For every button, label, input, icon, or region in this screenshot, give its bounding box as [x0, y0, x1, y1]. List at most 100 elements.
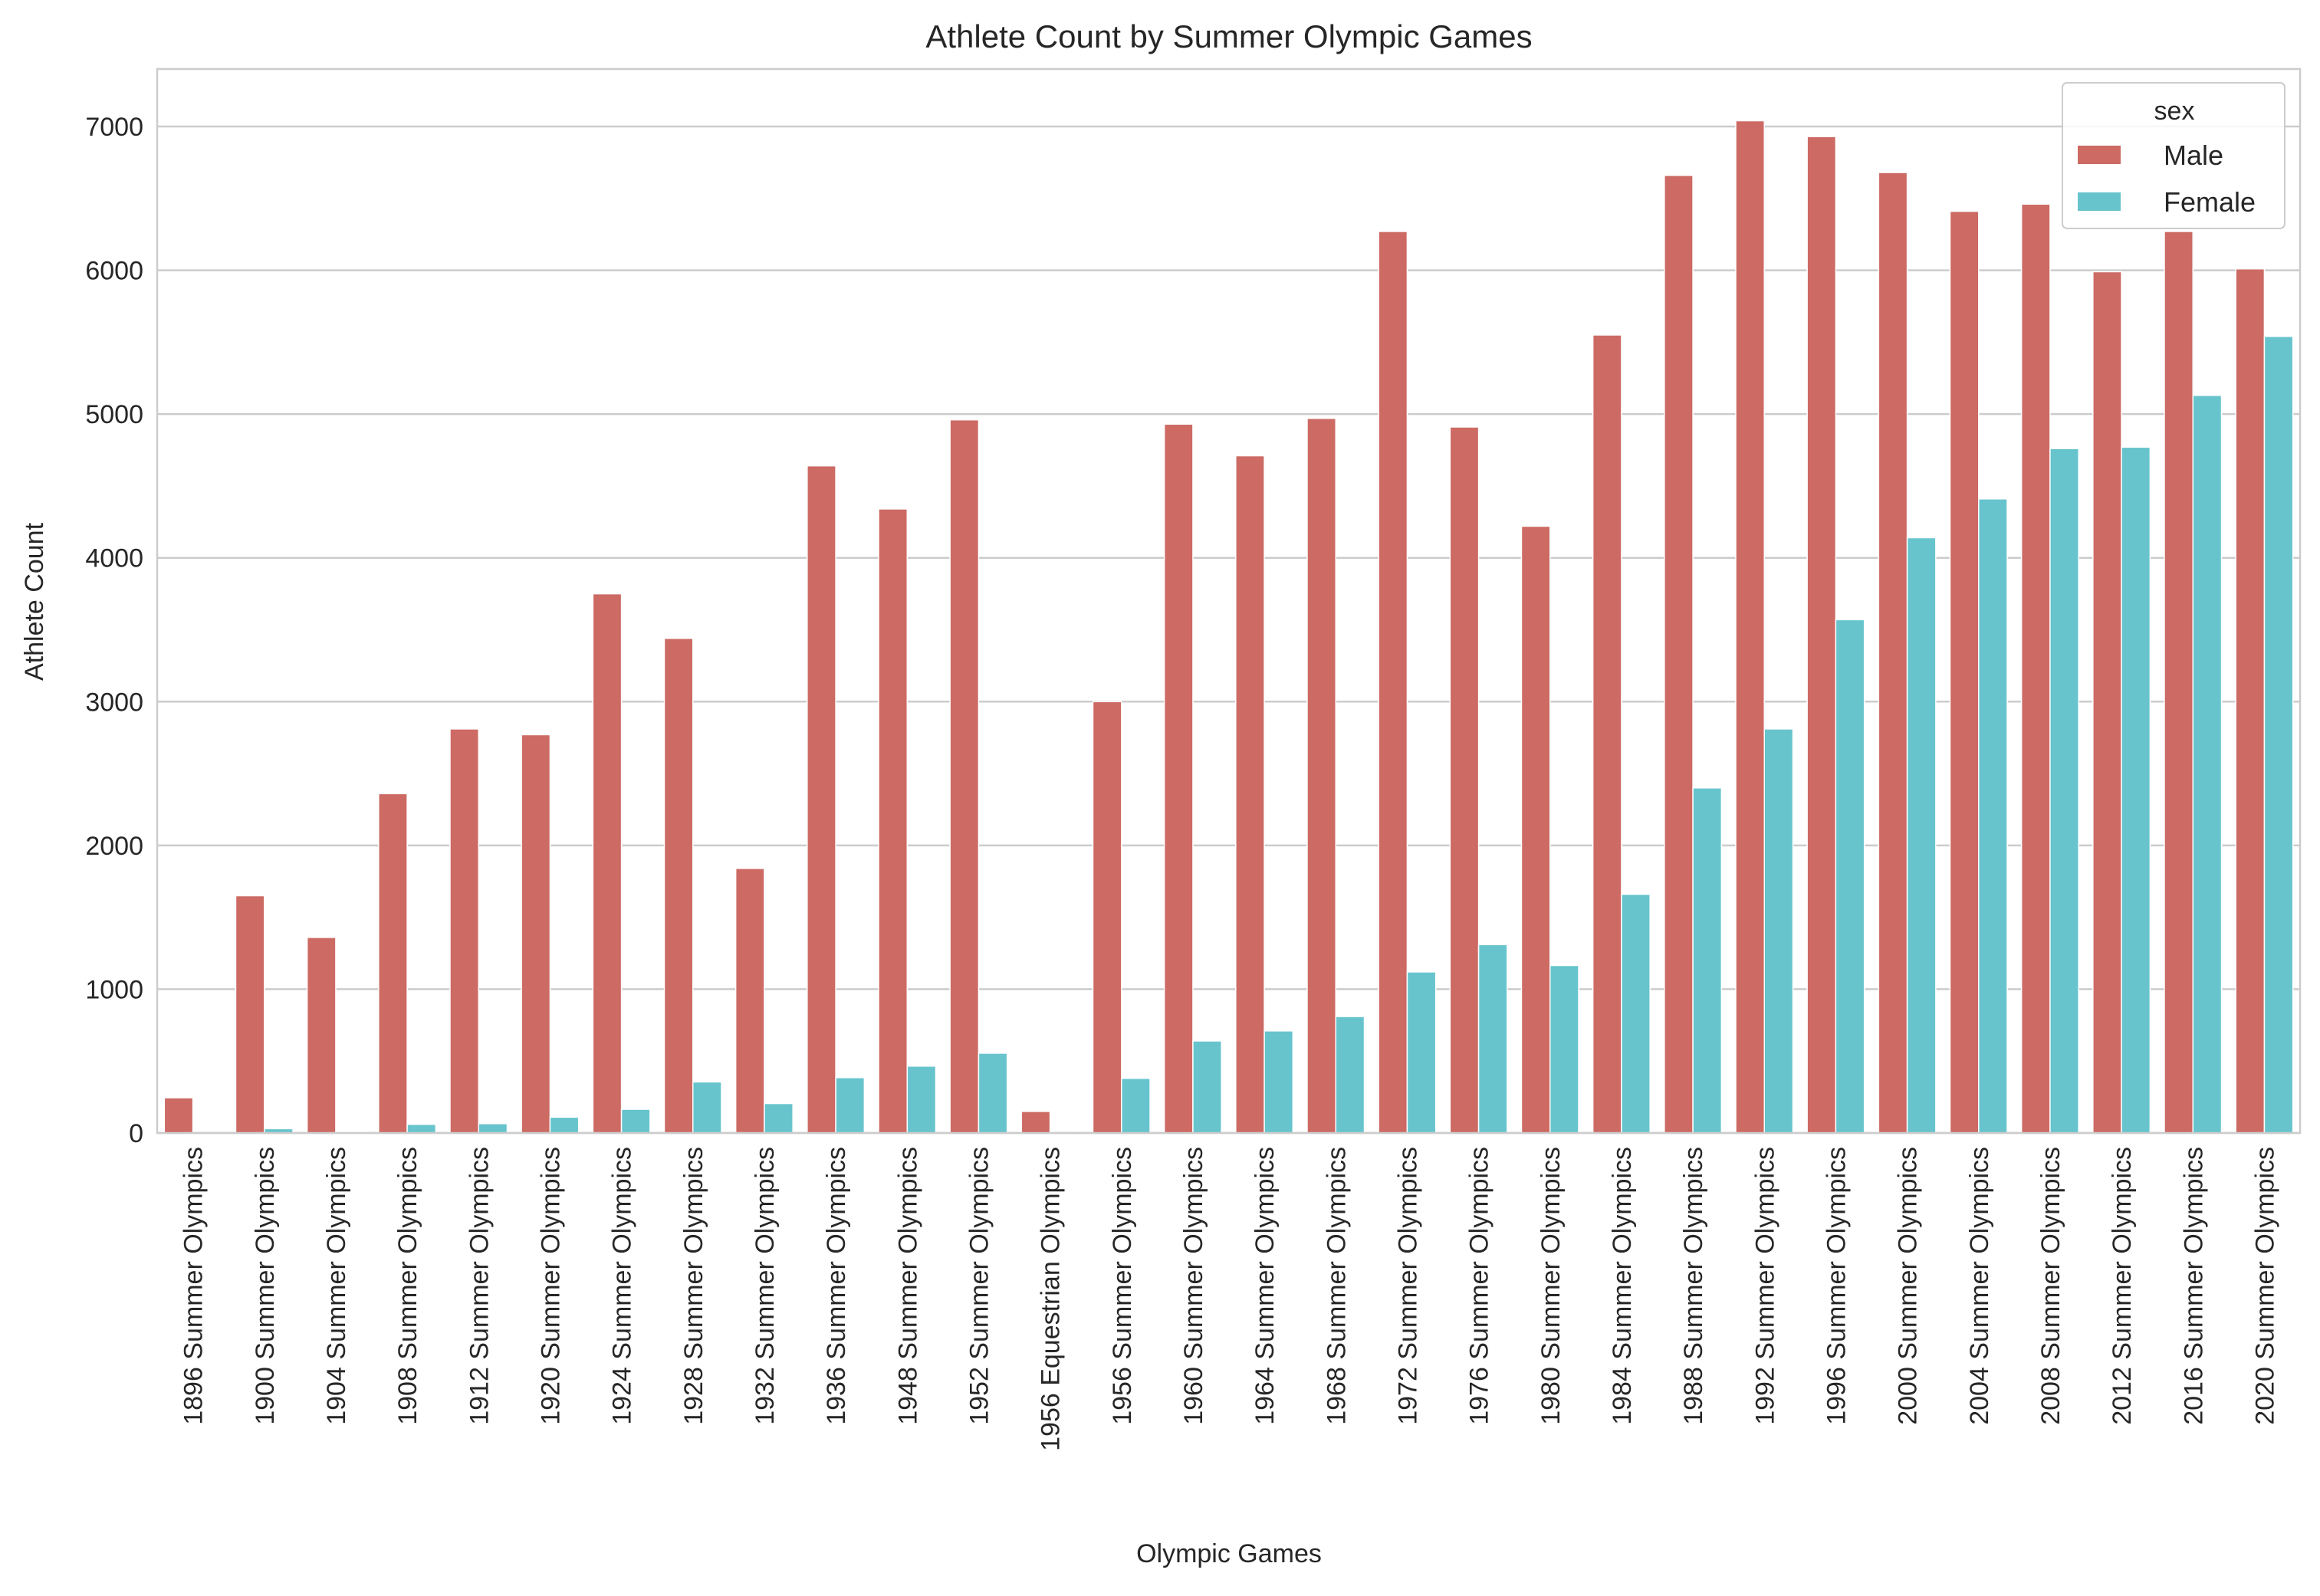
bar-male-11 [949, 419, 980, 1134]
bar-male-20 [1592, 334, 1622, 1134]
bar-female-8 [764, 1102, 794, 1134]
bar-male-27 [2092, 271, 2122, 1134]
bar-female-28 [2192, 395, 2223, 1134]
bar-male-6 [592, 593, 623, 1134]
bar-female-29 [2263, 336, 2294, 1134]
bar-male-8 [734, 868, 765, 1134]
bar-female-7 [692, 1081, 722, 1134]
y-tick-label-0: 0 [129, 1119, 143, 1148]
chart-title: Athlete Count by Summer Olympic Games [925, 18, 1532, 54]
x-tick-label: 1992 Summer Olympics [1750, 1147, 1779, 1425]
bar-female-23 [1835, 619, 1865, 1134]
bar-female-17 [1406, 971, 1437, 1134]
bar-female-14 [1192, 1040, 1222, 1134]
x-tick-label: 1912 Summer Olympics [465, 1147, 494, 1425]
x-tick-label: 1980 Summer Olympics [1536, 1147, 1566, 1425]
bar-female-13 [1121, 1077, 1151, 1134]
legend-label-female: Female [2164, 186, 2256, 218]
y-tick-label-6000: 6000 [85, 257, 143, 286]
bar-male-5 [521, 734, 551, 1134]
bar-female-18 [1477, 944, 1508, 1134]
x-tick-label: 1988 Summer Olympics [1679, 1147, 1708, 1425]
bar-male-18 [1449, 426, 1480, 1134]
bar-male-2 [306, 937, 337, 1134]
x-tick-label: 2008 Summer Olympics [2036, 1147, 2065, 1425]
x-tick-label: 2012 Summer Olympics [2108, 1147, 2137, 1425]
bar-male-29 [2235, 268, 2266, 1134]
bar-female-25 [1978, 498, 2008, 1134]
bar-female-9 [835, 1077, 866, 1134]
y-tick-label-2000: 2000 [85, 832, 143, 861]
bar-female-26 [2049, 448, 2079, 1134]
bar-male-23 [1806, 136, 1837, 1134]
x-tick-label: 1964 Summer Olympics [1250, 1147, 1280, 1425]
bar-female-15 [1264, 1030, 1294, 1134]
bar-male-22 [1735, 120, 1766, 1134]
x-tick-label: 1952 Summer Olympics [964, 1147, 994, 1425]
x-tick-label: 1972 Summer Olympics [1393, 1147, 1422, 1425]
bar-female-21 [1692, 787, 1723, 1134]
x-tick-label: 1924 Summer Olympics [608, 1147, 637, 1425]
bar-male-7 [663, 638, 694, 1134]
bar-female-16 [1335, 1016, 1365, 1134]
bar-male-10 [878, 508, 908, 1134]
bar-male-26 [2020, 203, 2051, 1134]
bar-male-16 [1306, 418, 1336, 1134]
x-tick-label: 2004 Summer Olympics [1965, 1147, 1994, 1425]
x-tick-label: 1984 Summer Olympics [1608, 1147, 1637, 1425]
y-tick-label-4000: 4000 [85, 544, 143, 573]
x-tick-label: 1936 Summer Olympics [822, 1147, 851, 1425]
x-tick-label: 2020 Summer Olympics [2250, 1147, 2279, 1425]
legend-box [2062, 82, 2285, 229]
x-tick-label: 2000 Summer Olympics [1894, 1147, 1923, 1425]
x-tick-label: 2016 Summer Olympics [2179, 1147, 2208, 1425]
x-tick-label: 1948 Summer Olympics [893, 1147, 922, 1425]
bar-female-4 [478, 1123, 508, 1134]
x-tick-label: 1932 Summer Olympics [751, 1147, 780, 1425]
bar-female-3 [406, 1123, 437, 1134]
x-tick-label: 1920 Summer Olympics [536, 1147, 565, 1425]
y-tick-label-1000: 1000 [85, 975, 143, 1004]
bar-male-9 [807, 465, 836, 1134]
bar-male-0 [163, 1097, 194, 1134]
x-tick-label: 1960 Summer Olympics [1179, 1147, 1208, 1425]
plot-frame [156, 67, 2302, 1135]
x-tick-label: 1968 Summer Olympics [1322, 1147, 1351, 1425]
x-tick-label: 1896 Summer Olympics [179, 1147, 209, 1425]
legend-label-male: Male [2164, 140, 2223, 171]
x-tick-label: 1976 Summer Olympics [1465, 1147, 1494, 1425]
x-tick-label: 1956 Summer Olympics [1108, 1147, 1137, 1425]
x-tick-label: 1904 Summer Olympics [322, 1147, 351, 1425]
bar-female-11 [978, 1053, 1008, 1134]
legend-swatch-female [2078, 192, 2121, 211]
bar-male-4 [449, 728, 480, 1134]
y-tick-label-7000: 7000 [85, 113, 143, 142]
bar-male-12 [1020, 1111, 1051, 1134]
bar-female-22 [1763, 728, 1794, 1134]
bar-male-15 [1235, 455, 1265, 1134]
bar-male-3 [378, 793, 408, 1134]
y-tick-label-3000: 3000 [85, 688, 143, 717]
bar-female-20 [1621, 893, 1651, 1134]
y-tick-label-5000: 5000 [85, 400, 143, 429]
bar-male-19 [1520, 525, 1551, 1134]
bar-female-27 [2121, 446, 2151, 1134]
bar-male-13 [1092, 701, 1122, 1134]
x-tick-label: 1956 Equestrian Olympics [1037, 1147, 1066, 1451]
x-tick-labels: 1896 Summer Olympics 1900 Summer Olympics… [179, 1147, 2280, 1451]
y-tick-labels: 0 1000 2000 3000 4000 5000 6000 7000 [85, 113, 143, 1148]
bar-male-1 [235, 895, 265, 1134]
x-axis-label: Olympic Games [1136, 1539, 1322, 1568]
legend: sex Male Female [2062, 82, 2285, 229]
x-tick-label: 1928 Summer Olympics [679, 1147, 708, 1425]
bar-female-5 [549, 1116, 580, 1134]
bar-female-6 [620, 1108, 651, 1134]
bar-female-24 [1906, 537, 1937, 1134]
y-axis-label: Athlete Count [20, 522, 49, 681]
bar-female-10 [906, 1066, 937, 1134]
legend-title: sex [2154, 97, 2195, 126]
bar-male-24 [1878, 172, 1908, 1134]
bar-male-14 [1163, 423, 1194, 1134]
